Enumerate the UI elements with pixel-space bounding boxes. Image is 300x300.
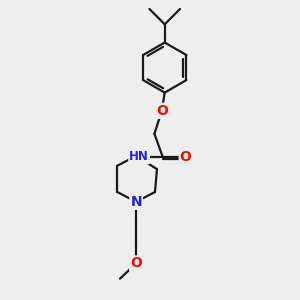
Text: O: O [180, 150, 192, 164]
Text: N: N [130, 195, 142, 209]
Text: O: O [130, 256, 142, 270]
Text: HN: HN [129, 150, 149, 163]
Text: O: O [156, 104, 168, 118]
